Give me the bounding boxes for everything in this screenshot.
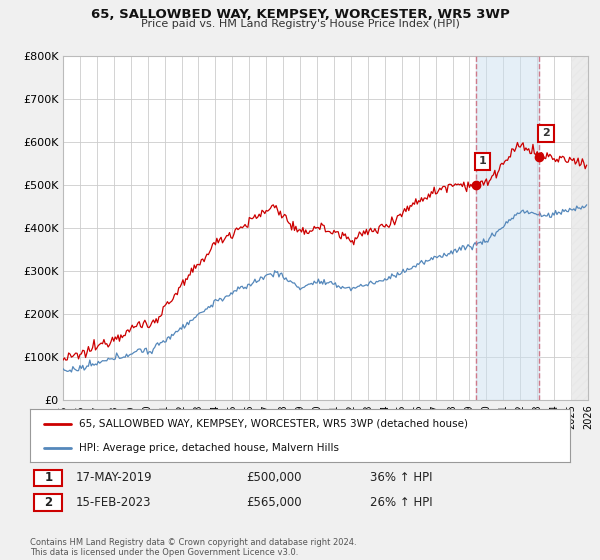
Text: £500,000: £500,000: [246, 472, 302, 484]
FancyBboxPatch shape: [34, 470, 62, 486]
Text: 65, SALLOWBED WAY, KEMPSEY, WORCESTER, WR5 3WP: 65, SALLOWBED WAY, KEMPSEY, WORCESTER, W…: [91, 8, 509, 21]
Text: 1: 1: [479, 156, 487, 166]
Text: HPI: Average price, detached house, Malvern Hills: HPI: Average price, detached house, Malv…: [79, 443, 338, 453]
Text: 26% ↑ HPI: 26% ↑ HPI: [370, 496, 433, 509]
Text: 17-MAY-2019: 17-MAY-2019: [76, 472, 152, 484]
Text: Price paid vs. HM Land Registry's House Price Index (HPI): Price paid vs. HM Land Registry's House …: [140, 19, 460, 29]
Text: 2: 2: [44, 496, 52, 509]
Text: 65, SALLOWBED WAY, KEMPSEY, WORCESTER, WR5 3WP (detached house): 65, SALLOWBED WAY, KEMPSEY, WORCESTER, W…: [79, 419, 467, 429]
Text: £565,000: £565,000: [246, 496, 302, 509]
Bar: [571, 56, 588, 400]
FancyBboxPatch shape: [34, 494, 62, 511]
Text: 15-FEB-2023: 15-FEB-2023: [76, 496, 151, 509]
Text: 36% ↑ HPI: 36% ↑ HPI: [370, 472, 433, 484]
Text: 1: 1: [44, 472, 52, 484]
Text: Contains HM Land Registry data © Crown copyright and database right 2024.
This d: Contains HM Land Registry data © Crown c…: [30, 538, 356, 557]
Bar: [476, 56, 539, 400]
Text: 2: 2: [542, 128, 550, 138]
